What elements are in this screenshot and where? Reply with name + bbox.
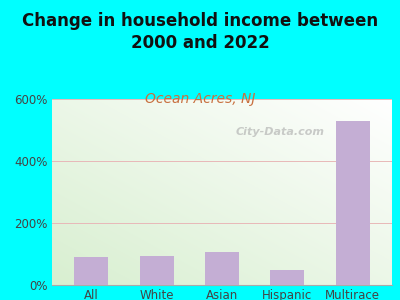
Text: Ocean Acres, NJ: Ocean Acres, NJ <box>145 92 255 106</box>
Text: Change in household income between
2000 and 2022: Change in household income between 2000 … <box>22 12 378 52</box>
Bar <box>140 256 174 285</box>
Bar <box>205 253 239 285</box>
Bar <box>74 257 108 285</box>
Bar <box>336 121 370 285</box>
Bar <box>270 269 304 285</box>
Text: City-Data.com: City-Data.com <box>235 128 324 137</box>
